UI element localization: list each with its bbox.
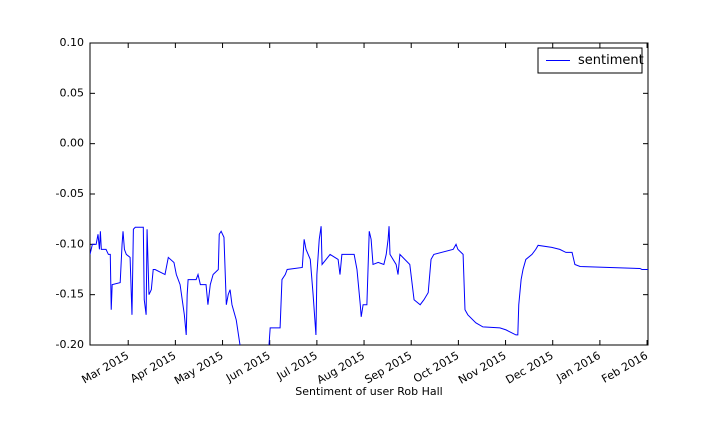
x-tick-label: Mar 2015 xyxy=(79,349,131,386)
x-tick-label: Jul 2015 xyxy=(274,349,320,383)
y-tick-label: 0.05 xyxy=(60,86,85,99)
x-tick-label: Jan 2016 xyxy=(554,349,603,385)
x-tick-label: Dec 2015 xyxy=(504,349,556,387)
x-tick-label: Apr 2015 xyxy=(128,349,178,386)
x-tick-label: Sep 2015 xyxy=(362,349,414,386)
x-tick-label: Oct 2015 xyxy=(411,349,461,386)
line-series xyxy=(90,226,648,345)
plot-frame xyxy=(89,42,649,346)
y-tick-label: -0.15 xyxy=(56,288,84,301)
x-tick-label: Nov 2015 xyxy=(456,349,508,387)
x-tick-label: Jun 2015 xyxy=(223,349,273,385)
y-tick-label: -0.05 xyxy=(56,187,84,200)
legend-label: sentiment xyxy=(578,53,644,68)
y-tick-label: 0.10 xyxy=(60,36,85,49)
x-tick-label: May 2015 xyxy=(172,349,225,387)
y-tick-label: -0.20 xyxy=(56,338,84,351)
y-tick-label: -0.10 xyxy=(56,237,84,250)
x-axis-label: Sentiment of user Rob Hall xyxy=(295,385,442,398)
x-tick-label: Feb 2016 xyxy=(599,349,650,386)
x-tick-label: Aug 2015 xyxy=(315,349,367,387)
y-tick-label: 0.00 xyxy=(60,137,85,150)
